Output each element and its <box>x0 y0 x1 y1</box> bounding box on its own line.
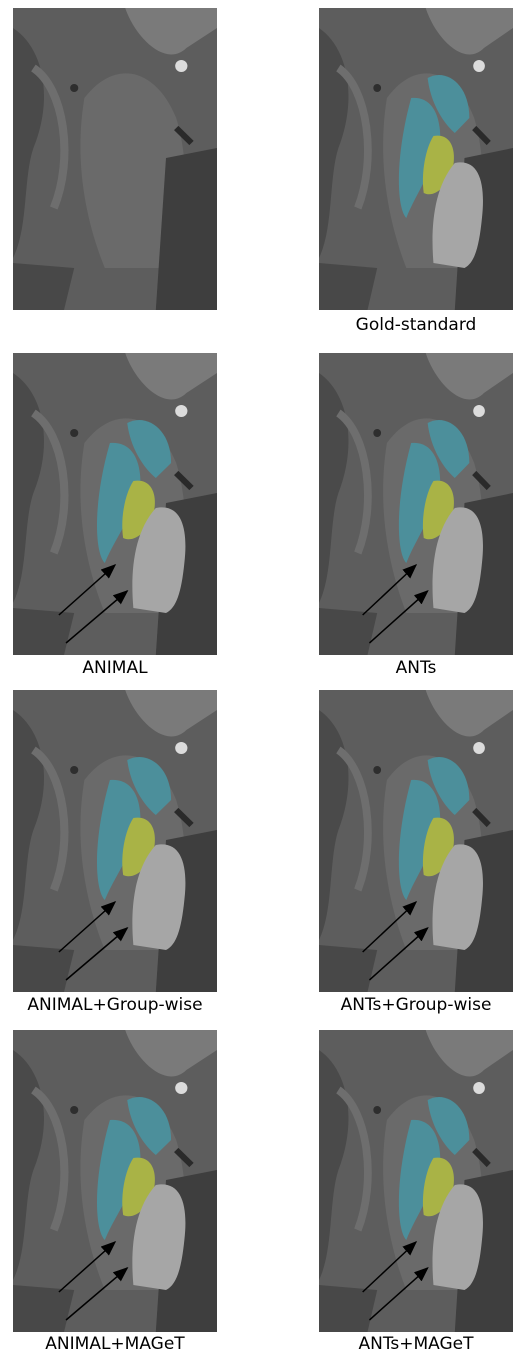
panel-caption: ANIMAL+MAGeT <box>45 1334 185 1354</box>
mri-slice <box>13 8 217 310</box>
panel-caption: ANIMAL+Group-wise <box>27 995 202 1015</box>
image-panel <box>13 8 217 310</box>
panel-caption: Gold-standard <box>356 315 477 335</box>
image-panel <box>319 690 513 992</box>
panel-caption: ANTs+Group-wise <box>341 995 492 1015</box>
image-panel <box>319 8 513 310</box>
panel-caption: ANTs+MAGeT <box>358 1334 474 1354</box>
image-panel <box>13 690 217 992</box>
panel-caption: ANTs <box>396 658 437 678</box>
image-panel <box>319 353 513 655</box>
image-panel <box>13 353 217 655</box>
figure: Gold-standard ANIMAL ANTs ANIMAL+Group-wise… <box>0 0 513 1357</box>
image-panel <box>319 1030 513 1332</box>
image-panel <box>13 1030 217 1332</box>
panel-caption: ANIMAL <box>82 658 148 678</box>
